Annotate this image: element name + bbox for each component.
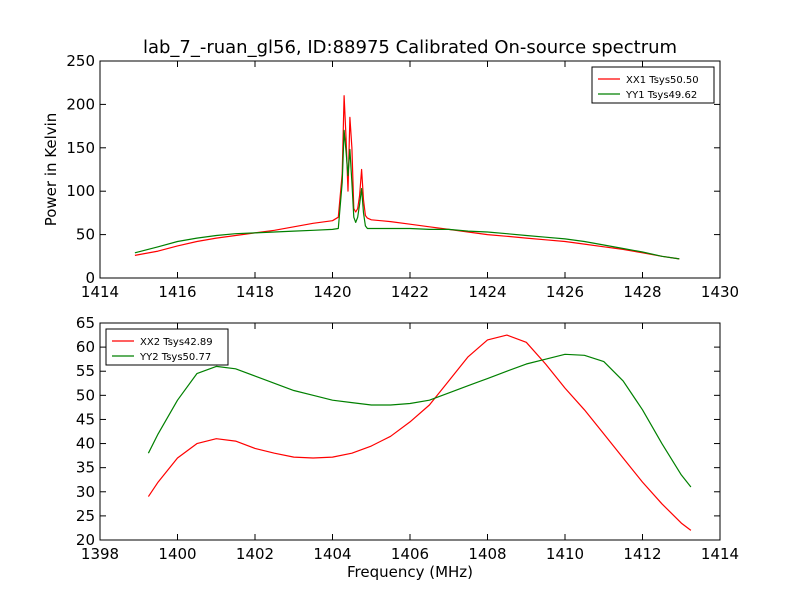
legend-box [105,328,229,366]
y-tick-label: 25 [76,507,95,525]
y-tick-label: 0 [85,269,95,287]
legend: XX2 Tsys42.89 YY2 Tsys50.77 [105,328,229,366]
x-tick-label: 1416 [158,283,196,301]
y-tick-label: 30 [76,483,95,501]
x-tick-label: 1426 [546,283,584,301]
y-tick-label: 200 [66,95,95,113]
x-tick-label: 1418 [236,283,274,301]
series-line-yy [147,353,692,488]
x-axis-label: Frequency (MHz) [347,563,473,581]
x-tick-label: 1412 [623,545,661,563]
x-tick-label: 1410 [546,545,584,563]
legend-label: YY1 Tsys49.62 [625,90,697,101]
y-tick-label: 50 [76,386,95,404]
top-spectrum-chart: 1414 1416 1418 1420 1422 1424 1426 1428 1430 0 50 1… [42,52,739,301]
x-tick-label: 1402 [236,545,274,563]
x-tick-label: 1424 [468,283,506,301]
legend-label: YY2 Tsys50.77 [139,352,211,363]
y-tick-label: 150 [66,139,95,157]
legend: XX1 Tsys50.50 YY1 Tsys49.62 [591,66,715,104]
x-tick-label: 1420 [313,283,351,301]
y-tick-label: 100 [66,182,95,200]
y-tick-label: 45 [76,410,95,428]
series-line-xx [134,95,680,260]
series-line-xx [147,334,692,531]
x-tick-label: 1400 [158,545,196,563]
x-tick-label: 1408 [468,545,506,563]
y-axis-label: Power in Kelvin [42,113,60,227]
x-tick-label: 1430 [701,283,739,301]
x-tick-label: 1428 [623,283,661,301]
x-tick-label: 1414 [701,545,739,563]
series-line-yy [134,129,680,260]
y-tick-label: 65 [76,314,95,332]
y-tick-label: 40 [76,435,95,453]
x-tick-label: 1398 [81,545,119,563]
x-tick-label: 1406 [391,545,429,563]
x-tick-label: 1414 [81,283,119,301]
y-tick-label: 35 [76,459,95,477]
y-tick-label: 55 [76,362,95,380]
figure-title: lab_7_-ruan_gl56, ID:88975 Calibrated On… [143,37,677,58]
bottom-spectrum-chart: 1398 1400 1402 1404 1406 1408 1410 1412 1414 20 25… [76,314,739,581]
x-tick-label: 1404 [313,545,351,563]
y-tick-label: 20 [76,531,95,549]
y-tick-label: 250 [66,52,95,70]
x-tick-label: 1422 [391,283,429,301]
y-tick-label: 50 [76,226,95,244]
legend-label: XX2 Tsys42.89 [140,337,213,348]
legend-box [591,66,715,104]
legend-label: XX1 Tsys50.50 [626,75,699,86]
y-tick-label: 60 [76,338,95,356]
